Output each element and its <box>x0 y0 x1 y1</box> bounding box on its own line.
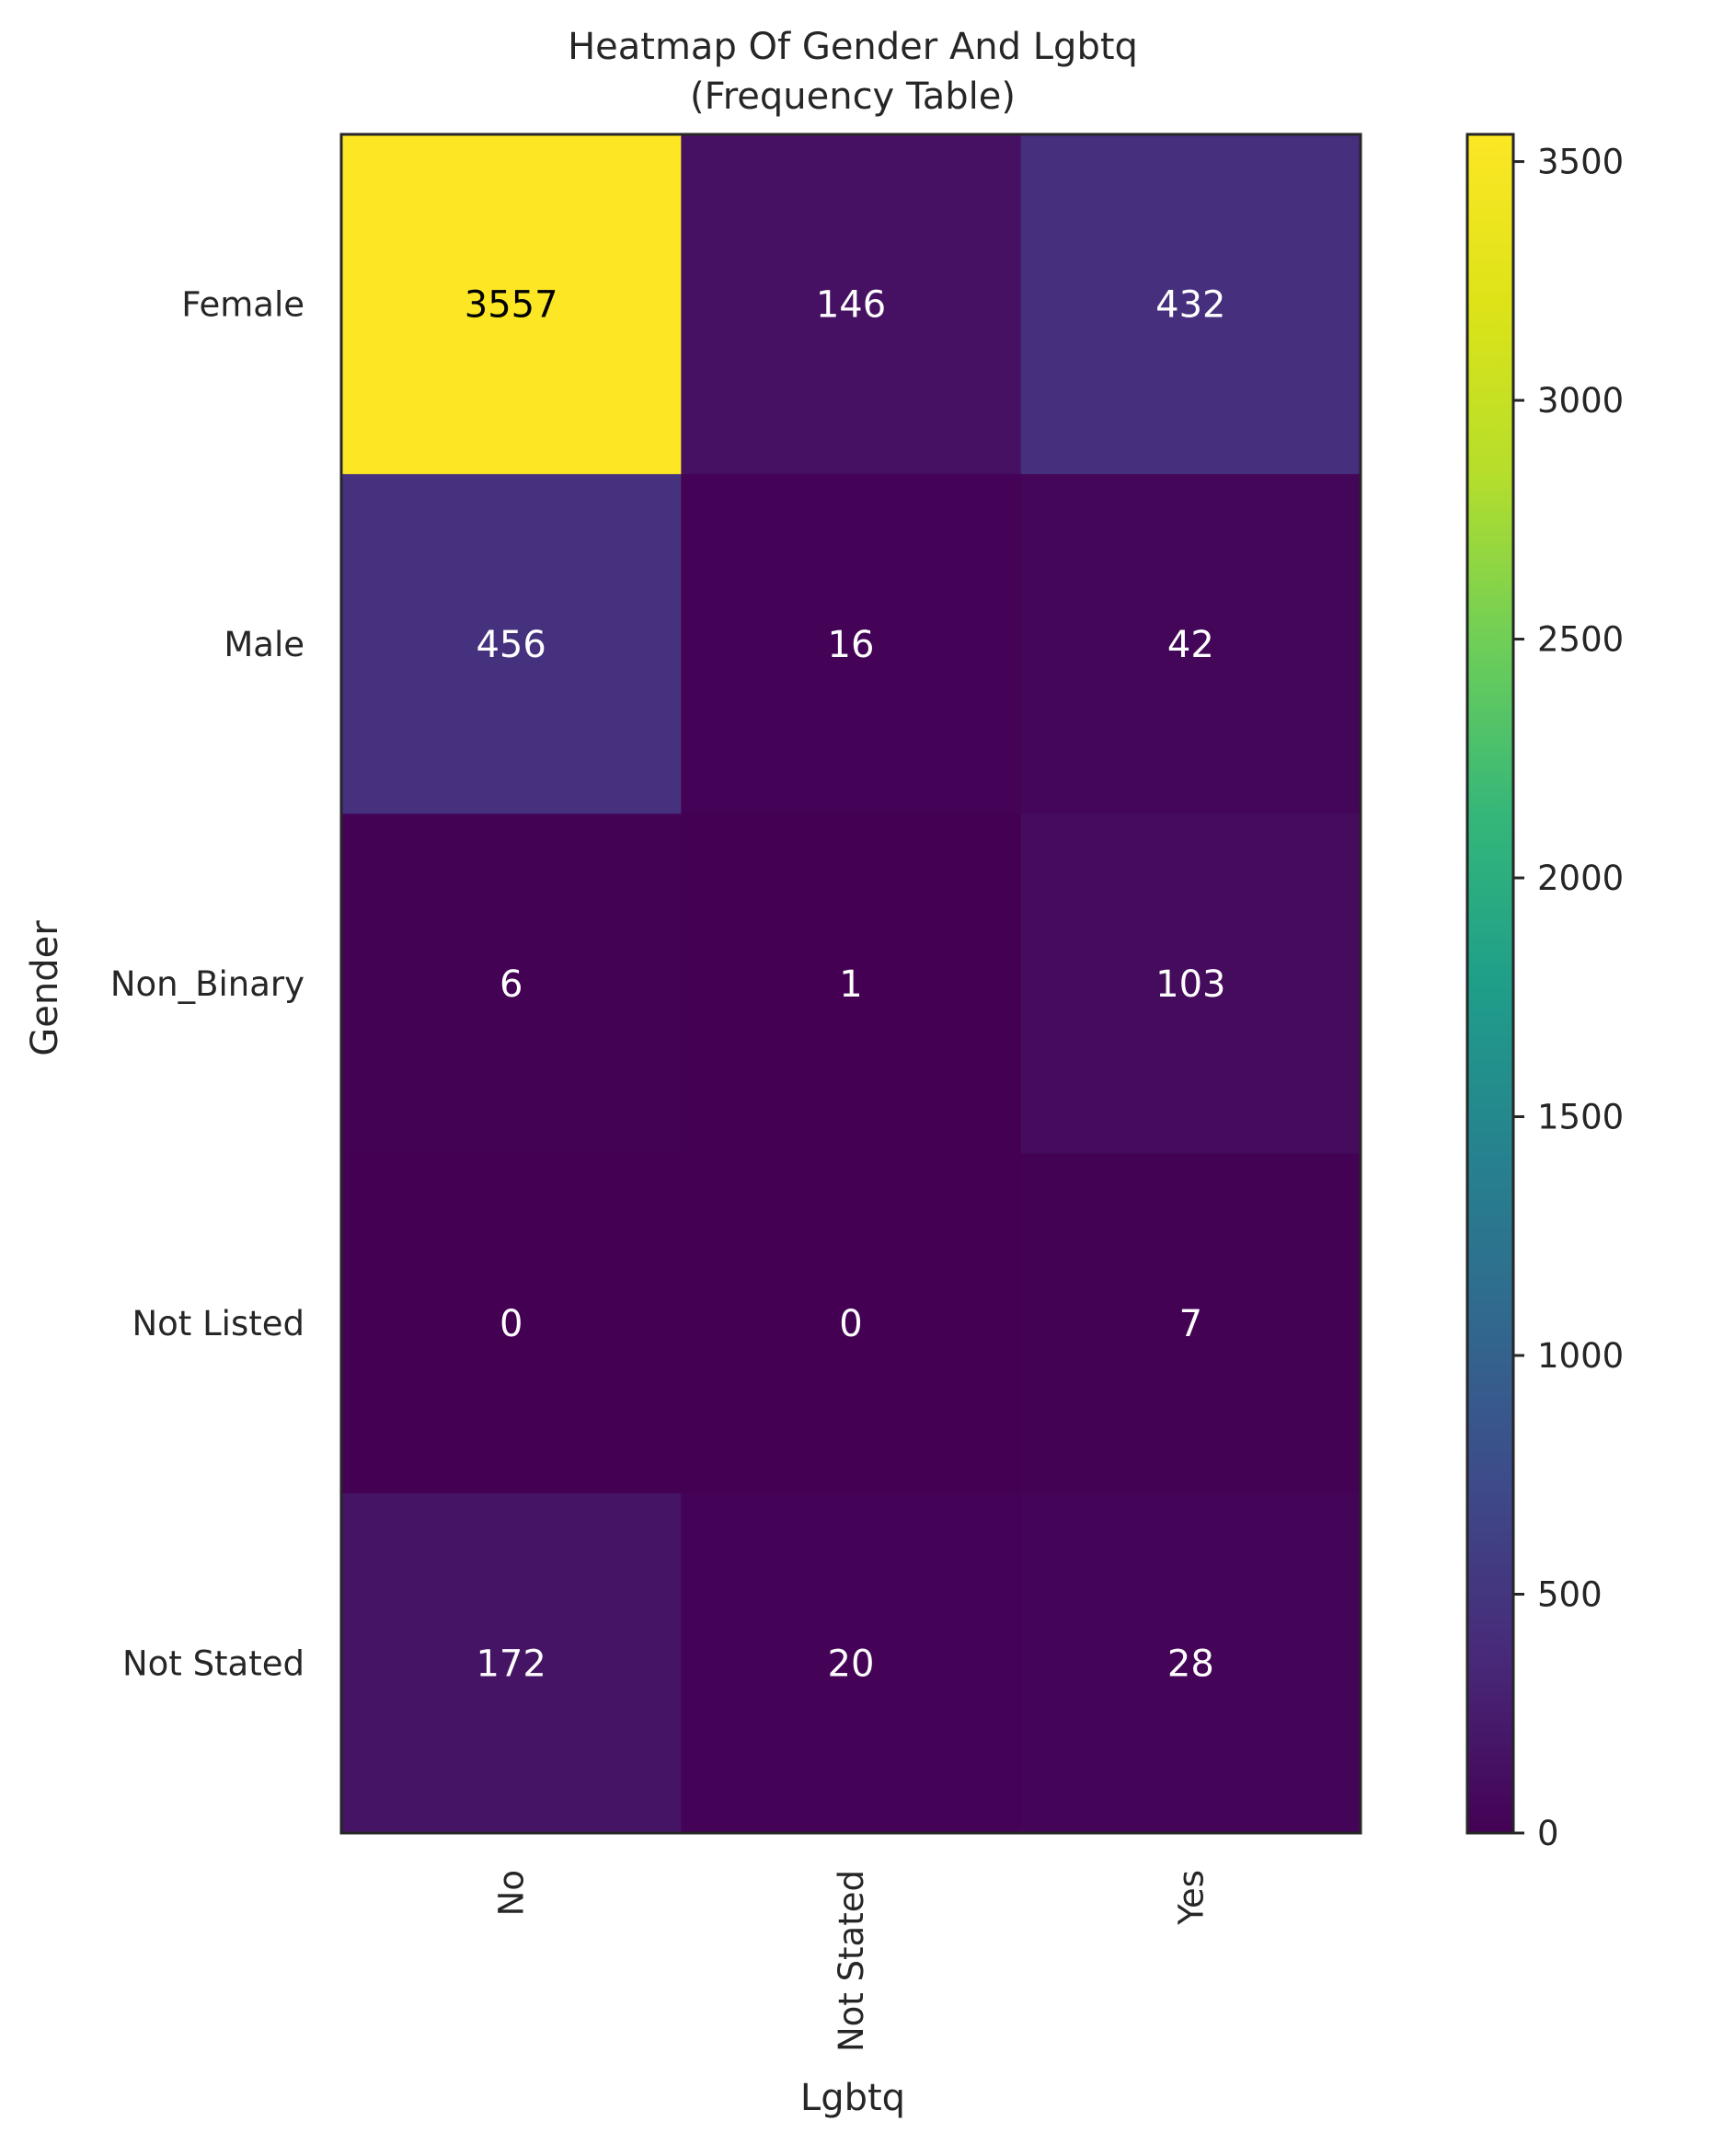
heatmap-cell <box>681 813 1022 1155</box>
y-tick-label: Non_Binary <box>110 964 304 1004</box>
cell-value-label: 432 <box>1155 284 1225 327</box>
heatmap-cell <box>681 474 1022 814</box>
colorbar-ticks: 0 500 1000 1500 2000 2500 3000 3500 <box>1513 143 1624 1853</box>
heatmap-cell <box>681 134 1022 475</box>
plot-frame <box>339 133 1362 1835</box>
chart-subtitle: (Frequency Table) <box>690 75 1016 118</box>
x-axis-label: Lgbtq <box>800 2077 905 2119</box>
chart-title: Heatmap Of Gender And Lgbtq <box>568 26 1138 68</box>
cell-value-label: 146 <box>816 284 886 327</box>
colorbar-tick-label: 2000 <box>1537 859 1624 898</box>
cell-value-label: 0 <box>839 1303 862 1345</box>
y-tick-label: Female <box>181 285 304 325</box>
cell-value-label: 456 <box>476 624 546 666</box>
colorbar-tick-label: 1500 <box>1537 1098 1624 1137</box>
heatmap-cell <box>341 1153 682 1494</box>
heatmap-cell <box>1020 813 1362 1155</box>
y-tick-label: Not Listed <box>132 1304 304 1343</box>
cell-value-label: 1 <box>839 963 862 1006</box>
colorbar-tick-label: 1000 <box>1537 1336 1624 1376</box>
x-tick-label: Yes <box>1171 1870 1211 1926</box>
heatmap-cell <box>1020 1493 1362 1834</box>
heatmap-cell <box>1020 134 1362 475</box>
x-tick-label: Not Stated <box>832 1870 871 2052</box>
heatmap-cells <box>341 134 1362 1834</box>
heatmap-cell <box>1020 474 1362 814</box>
y-tick-labels: Female Male Non_Binary Not Listed Not Stated <box>110 285 304 1684</box>
x-tick-label: No <box>492 1870 532 1916</box>
heatmap-cell <box>341 1493 682 1834</box>
colorbar-tick-label: 3500 <box>1537 143 1624 182</box>
cell-value-label: 16 <box>828 624 875 666</box>
cell-value-label: 0 <box>500 1303 523 1345</box>
heatmap-cell-labels: 3557 146 432 456 16 42 6 1 103 0 0 7 172 20 28 <box>465 284 1226 1686</box>
cell-value-label: 7 <box>1179 1303 1202 1345</box>
cell-value-label: 172 <box>476 1643 546 1685</box>
colorbar-tick-label: 500 <box>1537 1575 1603 1615</box>
cell-value-label: 103 <box>1155 963 1225 1006</box>
y-axis-label: Gender <box>24 920 66 1056</box>
y-tick-label: Male <box>224 625 304 664</box>
colorbar <box>1465 133 1515 1835</box>
cell-value-label: 42 <box>1167 624 1214 666</box>
x-tick-labels: No Not Stated Yes <box>492 1870 1212 2052</box>
heatmap-cell <box>341 813 682 1155</box>
colorbar-tick-label: 3000 <box>1537 381 1624 421</box>
heatmap-cell <box>681 1153 1022 1494</box>
heatmap-cell <box>341 134 682 475</box>
y-tick-label: Not Stated <box>122 1643 304 1683</box>
cell-value-label: 28 <box>1167 1643 1214 1685</box>
cell-value-label: 6 <box>500 963 523 1006</box>
heatmap-cell <box>1020 1153 1362 1494</box>
colorbar-tick-label: 2500 <box>1537 620 1624 660</box>
heatmap-cell <box>681 1493 1022 1834</box>
heatmap-cell <box>341 474 682 814</box>
colorbar-tick-label: 0 <box>1537 1814 1559 1853</box>
cell-value-label: 3557 <box>465 284 558 327</box>
cell-value-label: 20 <box>828 1643 875 1685</box>
